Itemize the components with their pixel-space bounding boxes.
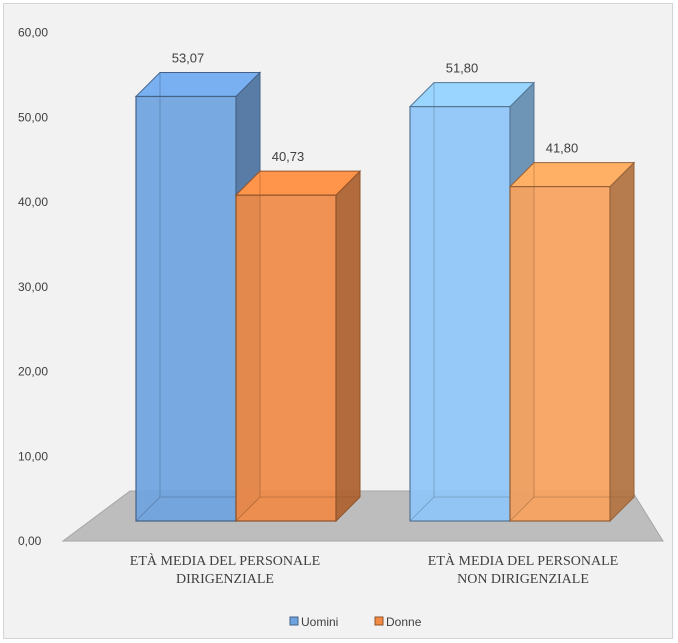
x-tick-label: ETÀ MEDIA DEL PERSONALE (130, 552, 320, 569)
y-tick-label: 10,00 (18, 449, 48, 463)
bar-depth-edge (135, 496, 161, 522)
bar-depth-edge (409, 496, 435, 522)
legend-entry: Donne (386, 615, 422, 629)
bar (135, 95, 237, 522)
x-tick-label: ETÀ MEDIA DEL PERSONALE (428, 552, 618, 569)
x-tick-label: NON DIRIGENZIALE (457, 572, 589, 587)
legend-swatch (289, 616, 299, 626)
y-tick-label: 0,00 (18, 534, 42, 548)
y-tick-label: 20,00 (18, 365, 48, 379)
bar-depth-edge (235, 496, 261, 522)
legend-entry: Uomini (301, 615, 338, 629)
y-tick-label: 50,00 (18, 110, 48, 124)
data-label: 40,73 (272, 149, 305, 164)
bar (235, 194, 337, 522)
y-tick-label: 60,00 (18, 26, 48, 40)
data-label: 51,80 (446, 61, 479, 76)
data-label: 53,07 (172, 50, 205, 65)
bars (134, 71, 636, 523)
y-axis: 0,00 10,00 20,00 30,00 40,00 50,00 60,00 (18, 26, 48, 549)
data-label: 41,80 (546, 141, 579, 156)
data-labels: 53,07 40,73 51,80 41,80 (172, 50, 579, 164)
bar (509, 186, 611, 522)
legend-swatch (374, 616, 384, 626)
bar-depth-edge (509, 496, 535, 522)
y-tick-label: 40,00 (18, 195, 48, 209)
legend: Uomini Donne (289, 615, 422, 629)
y-tick-label: 30,00 (18, 280, 48, 294)
x-axis-categories: ETÀ MEDIA DEL PERSONALE DIRIGENZIALE ETÀ M… (130, 552, 618, 587)
bar (409, 105, 511, 522)
x-tick-label: DIRIGENZIALE (176, 572, 274, 587)
bar-side (609, 161, 635, 523)
bar-side (335, 169, 361, 523)
